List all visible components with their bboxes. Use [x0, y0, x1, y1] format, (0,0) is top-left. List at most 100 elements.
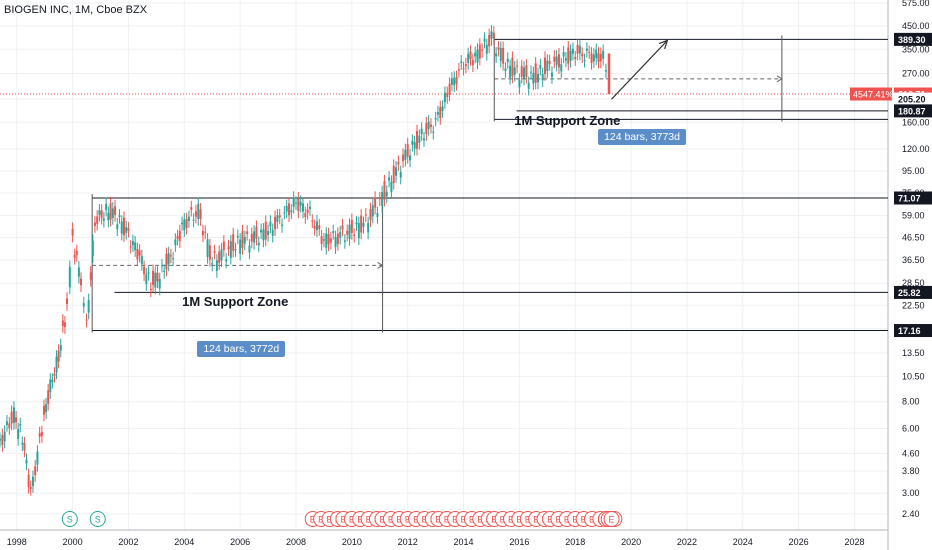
- support-zone-2: [493, 35, 888, 122]
- candle-body: [420, 128, 423, 135]
- candle-body: [290, 210, 293, 213]
- candle-body: [73, 255, 76, 258]
- candle-body: [116, 224, 119, 230]
- candle-body: [441, 106, 444, 111]
- candle-body: [51, 379, 54, 382]
- candle-body: [63, 322, 66, 328]
- candle-body: [167, 253, 170, 265]
- candle-body: [334, 237, 337, 248]
- candle-body: [38, 433, 41, 437]
- candle-body: [77, 267, 80, 277]
- event-letter: E: [396, 515, 402, 525]
- event-letter: E: [452, 515, 458, 525]
- candle-body: [592, 54, 595, 62]
- candle-body: [478, 44, 481, 59]
- candle-body: [523, 67, 526, 79]
- percent-change-text: 4547.41%: [853, 90, 894, 100]
- candle-body: [3, 431, 6, 442]
- price-axis-label-text: 17.16: [898, 326, 921, 336]
- candle-body: [158, 279, 161, 289]
- candle-body: [548, 61, 551, 64]
- candle-body: [271, 229, 274, 236]
- candle-body: [57, 350, 60, 362]
- price-axis-label-bg: [894, 324, 932, 338]
- event-letter: E: [318, 515, 324, 525]
- event-letter: E: [469, 515, 475, 525]
- candle-body: [425, 123, 428, 135]
- candle-body: [79, 278, 82, 286]
- candle-body: [227, 246, 230, 250]
- candle-body: [369, 208, 372, 221]
- candle-body: [138, 250, 141, 256]
- candle-body: [154, 272, 157, 288]
- candle-body: [576, 44, 579, 54]
- candle-body: [546, 60, 549, 72]
- event-letter: E: [500, 515, 506, 525]
- candle-body: [583, 59, 586, 61]
- candle-body: [525, 65, 528, 77]
- candle-body: [292, 197, 295, 207]
- candle-body: [147, 272, 150, 274]
- candle-body: [325, 233, 328, 248]
- grid-lines: [0, 0, 888, 530]
- candle-body: [274, 216, 277, 230]
- candle-body: [87, 299, 90, 313]
- candle-body: [315, 221, 318, 231]
- candle-body: [341, 225, 344, 230]
- candle-body: [257, 242, 260, 246]
- price-axis-label-bg: [894, 191, 932, 205]
- candle-body: [374, 197, 377, 208]
- event-letter: E: [340, 515, 346, 525]
- candle-body: [248, 245, 251, 253]
- candle-body: [181, 222, 184, 225]
- candle-body: [378, 198, 381, 200]
- candle-body: [588, 51, 591, 53]
- trend-arrow-head: [658, 39, 669, 50]
- candle-body: [513, 67, 516, 75]
- event-letter: E: [349, 515, 355, 525]
- candle-body: [149, 288, 152, 291]
- candle-body: [143, 266, 146, 275]
- candle-body: [550, 72, 553, 78]
- candle-body: [253, 231, 256, 243]
- event-circle: [61, 511, 78, 527]
- event-letter: E: [405, 515, 411, 525]
- candle-body: [367, 223, 370, 233]
- candle-body: [490, 31, 493, 39]
- y-tick-label: 36.50: [902, 255, 925, 265]
- candle-body: [0, 438, 1, 441]
- candle-body: [192, 219, 195, 221]
- trend-arrow: [611, 39, 668, 100]
- split-event-marker: S: [89, 511, 106, 527]
- candle-body: [495, 53, 498, 57]
- candle-body: [5, 421, 8, 425]
- candle-body: [169, 255, 172, 257]
- event-letter: E: [491, 515, 497, 525]
- candle-body: [27, 474, 30, 487]
- price-axis-label-bg: [894, 104, 932, 118]
- candle-body: [327, 234, 330, 245]
- candle-body: [89, 272, 92, 280]
- candle-body: [436, 112, 439, 115]
- candle-body: [416, 131, 419, 149]
- candle-body: [506, 58, 509, 63]
- candle-body: [225, 259, 228, 262]
- candle-body: [339, 232, 342, 238]
- y-tick-label: 3.00: [902, 488, 920, 498]
- x-tick-label: 2028: [844, 537, 864, 547]
- candle-body: [264, 221, 267, 240]
- bars-range-badge: 124 bars, 3772d: [197, 340, 286, 357]
- price-axis-label-text: 180.87: [898, 106, 926, 116]
- candle-body: [429, 124, 432, 127]
- candle-body: [509, 65, 512, 78]
- event-letter: E: [413, 515, 419, 525]
- candle-body: [102, 218, 105, 221]
- y-tick-label: 46.50: [902, 233, 925, 243]
- candle-body: [499, 47, 502, 61]
- y-tick-label: 6.00: [902, 424, 920, 434]
- x-tick-label: 2008: [286, 537, 306, 547]
- candle-body: [555, 56, 558, 65]
- candle-body: [213, 251, 216, 253]
- candle-body: [297, 198, 300, 212]
